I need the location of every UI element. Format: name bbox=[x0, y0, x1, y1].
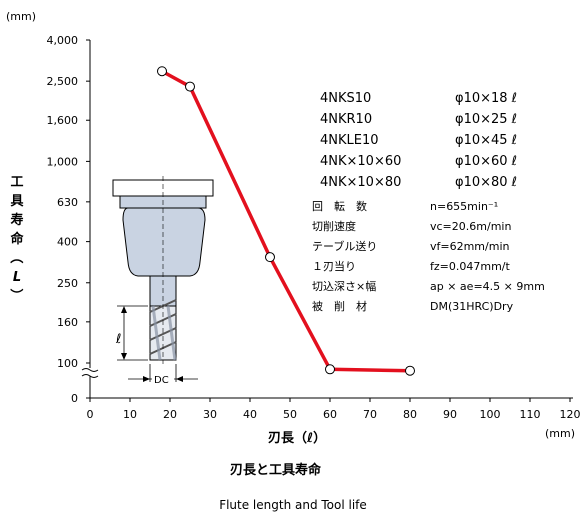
legend-tool-spec: φ10×80 ℓ bbox=[455, 175, 517, 190]
x-tick-label: 30 bbox=[203, 408, 217, 421]
condition-label: 回 転 数 bbox=[312, 200, 367, 213]
svg-text:具: 具 bbox=[10, 194, 23, 209]
legend-tool-spec: φ10×18 ℓ bbox=[455, 91, 517, 106]
y-tick-label: 630 bbox=[57, 196, 78, 209]
condition-value: fz=0.047mm/t bbox=[430, 260, 510, 273]
condition-label: 切込深さ×幅 bbox=[312, 280, 376, 293]
x-tick-label: 50 bbox=[283, 408, 297, 421]
legend-tool-name: 4NKLE10 bbox=[320, 133, 379, 148]
diameter-label: DC bbox=[154, 375, 169, 386]
y-axis-break bbox=[81, 368, 99, 378]
legend-tool-name: 4NKR10 bbox=[320, 112, 372, 127]
data-point bbox=[405, 365, 415, 376]
condition-label: テーブル送り bbox=[312, 239, 377, 253]
data-point bbox=[265, 252, 275, 263]
legend-tool-spec: φ10×25 ℓ bbox=[455, 112, 517, 127]
x-tick-label: 120 bbox=[560, 408, 581, 421]
x-tick-label: 100 bbox=[480, 408, 501, 421]
y-tick-label: 250 bbox=[57, 277, 78, 290]
condition-value: vc=20.6m/min bbox=[430, 220, 511, 233]
x-tick-label: 60 bbox=[323, 408, 337, 421]
x-tick-label: 20 bbox=[163, 408, 177, 421]
legend-tool-name: 4NK×10×60 bbox=[320, 154, 401, 169]
x-tick-label: 90 bbox=[443, 408, 457, 421]
data-point bbox=[325, 364, 335, 375]
y-tick-label: 400 bbox=[57, 236, 78, 249]
y-tick-label: 4,000 bbox=[47, 34, 79, 47]
chart-title: 刃長と工具寿命 bbox=[230, 462, 322, 478]
x-unit: (mm) bbox=[545, 427, 575, 440]
condition-label: １刃当り bbox=[312, 259, 356, 273]
svg-text:）: ） bbox=[8, 288, 24, 301]
svg-text:命: 命 bbox=[9, 231, 24, 247]
x-tick-label: 70 bbox=[363, 408, 377, 421]
y-axis-label: 工具寿命 （ L ） bbox=[8, 175, 24, 302]
x-axis-label: 刃長（ℓ） bbox=[268, 430, 326, 446]
svg-text:工: 工 bbox=[10, 175, 23, 190]
y-tick-label: 1,000 bbox=[47, 155, 79, 168]
y-tick-label: 2,500 bbox=[47, 75, 79, 88]
flute-length-label: ℓ bbox=[115, 332, 121, 347]
y-tick-label: 100 bbox=[57, 357, 78, 370]
tool-illustration: ℓ DC bbox=[112, 176, 214, 386]
svg-text:（: （ bbox=[8, 250, 24, 263]
y-tick-label: 1,600 bbox=[47, 114, 79, 127]
y-tick-label: 0 bbox=[71, 392, 78, 405]
tool-collet bbox=[122, 207, 206, 277]
y-tick-label: 160 bbox=[57, 316, 78, 329]
condition-value: n=655min⁻¹ bbox=[430, 200, 498, 213]
condition-label: 被 削 材 bbox=[312, 299, 367, 313]
data-point bbox=[185, 81, 195, 92]
legend-tool-name: 4NKS10 bbox=[320, 91, 371, 106]
condition-value: vf=62mm/min bbox=[430, 240, 510, 253]
x-tick-label: 0 bbox=[87, 408, 94, 421]
x-tick-label: 40 bbox=[243, 408, 257, 421]
x-tick-label: 80 bbox=[403, 408, 417, 421]
condition-value: ap × ae=4.5 × 9mm bbox=[430, 280, 545, 293]
legend-tool-spec: φ10×60 ℓ bbox=[455, 154, 517, 169]
svg-text:L: L bbox=[13, 270, 21, 285]
condition-label: 切削速度 bbox=[312, 219, 356, 233]
data-point bbox=[157, 66, 167, 77]
legend-tool-spec: φ10×45 ℓ bbox=[455, 133, 517, 148]
x-tick-label: 10 bbox=[123, 408, 137, 421]
x-tick-label: 110 bbox=[520, 408, 541, 421]
y-unit: (mm) bbox=[6, 10, 36, 23]
legend-tool-name: 4NK×10×80 bbox=[320, 175, 401, 190]
svg-text:寿: 寿 bbox=[10, 212, 23, 228]
chart-subtitle: Flute length and Tool life bbox=[219, 498, 367, 512]
condition-value: DM(31HRC)Dry bbox=[430, 300, 514, 313]
